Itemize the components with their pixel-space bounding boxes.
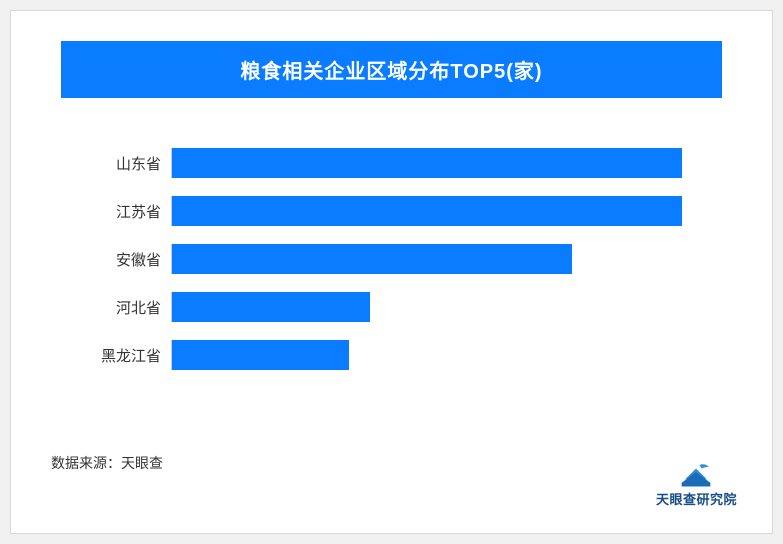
- bar-row: 山东省: [81, 148, 692, 178]
- bar-fill: [172, 340, 349, 370]
- bar-fill: [172, 148, 682, 178]
- bar-label: 黑龙江省: [81, 345, 171, 366]
- brand-logo: 天眼查研究院: [656, 459, 737, 508]
- bar-fill: [172, 292, 370, 322]
- bar-row: 江苏省: [81, 196, 692, 226]
- bar-row: 黑龙江省: [81, 340, 692, 370]
- brand-icon: [678, 459, 714, 487]
- chart-title: 粮食相关企业区域分布TOP5(家): [61, 41, 722, 98]
- bar-row: 安徽省: [81, 244, 692, 274]
- brand-text: 天眼查研究院: [656, 489, 737, 508]
- chart-container: 粮食相关企业区域分布TOP5(家) 山东省 江苏省 安徽省 河北省: [10, 10, 773, 534]
- bar-row: 河北省: [81, 292, 692, 322]
- bar-fill: [172, 196, 682, 226]
- bar-track: [171, 148, 692, 178]
- bar-track: [171, 244, 692, 274]
- bar-track: [171, 292, 692, 322]
- bar-label: 安徽省: [81, 249, 171, 270]
- bar-track: [171, 340, 692, 370]
- bar-fill: [172, 244, 572, 274]
- bar-label: 山东省: [81, 153, 171, 174]
- bar-track: [171, 196, 692, 226]
- data-source: 数据来源：天眼查: [51, 453, 163, 473]
- bar-label: 江苏省: [81, 201, 171, 222]
- chart-area: 山东省 江苏省 安徽省 河北省 黑龙江省: [81, 148, 692, 370]
- bar-label: 河北省: [81, 297, 171, 318]
